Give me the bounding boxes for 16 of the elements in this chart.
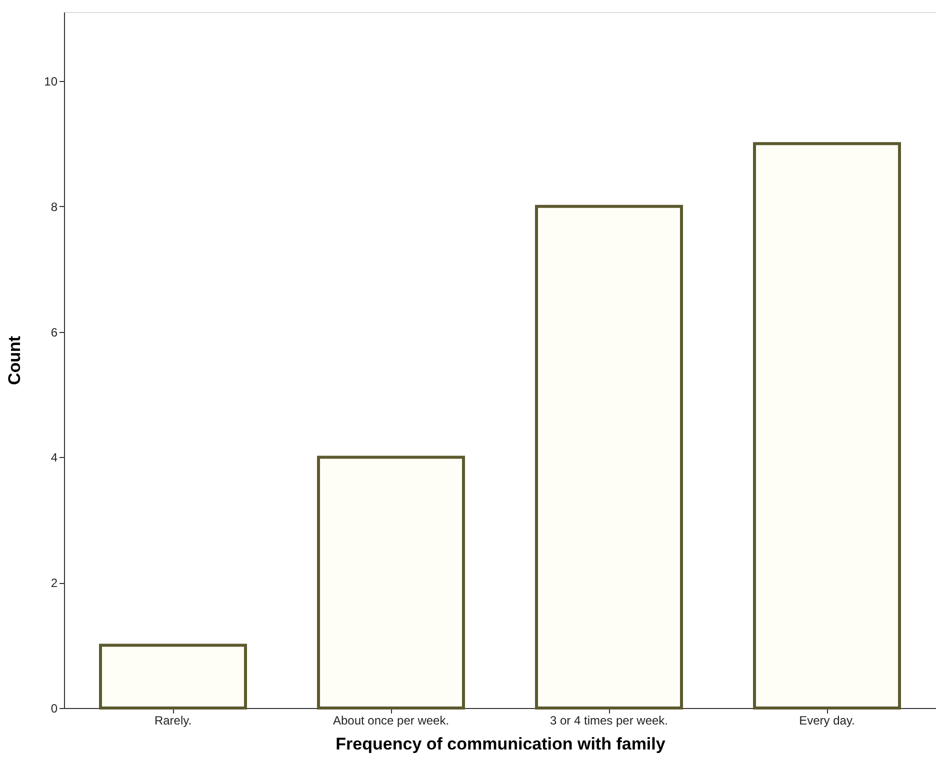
x-axis-title: Frequency of communication with family xyxy=(336,734,666,754)
bar xyxy=(317,456,465,710)
bar xyxy=(753,142,901,710)
x-tick-label: Every day. xyxy=(799,714,855,728)
y-axis-title: Count xyxy=(5,336,24,386)
x-tick-label: 3 or 4 times per week. xyxy=(550,714,668,728)
y-tick-label: 0 xyxy=(50,702,58,716)
bar xyxy=(535,204,683,710)
y-tick-label: 10 xyxy=(44,74,58,88)
y-tick-label: 2 xyxy=(50,576,58,590)
y-tick-label: 4 xyxy=(50,450,58,465)
x-tick-label: Rarely. xyxy=(154,714,192,728)
y-tick-label: 8 xyxy=(50,200,58,214)
y-tick-label: 6 xyxy=(50,325,58,340)
bar xyxy=(99,644,247,710)
x-tick-label: About once per week. xyxy=(332,714,450,728)
